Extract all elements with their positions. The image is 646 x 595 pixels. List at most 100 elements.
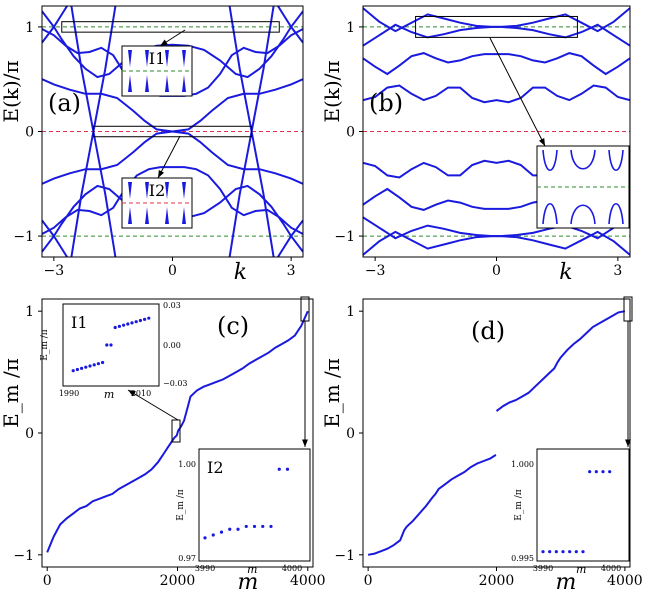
inset-point [130,321,134,325]
inset-point [594,470,598,474]
inset-x-tick-label: 3990 [533,564,553,573]
y-tick-label: 0 [25,125,34,141]
inset-point [126,322,130,326]
inset-band-spike [165,50,169,67]
inset-x-tick-label: 3990 [195,564,215,573]
inset-band-spike [128,182,132,199]
series-curve [46,310,309,553]
inset-point [122,323,126,327]
inset [536,145,630,229]
inset-point [105,343,109,347]
inset-band-curve [570,204,596,225]
inset-point [568,550,572,554]
inset-point [75,367,79,372]
x-tick-label: −3 [365,263,386,279]
x-tick-label: 3 [287,263,296,279]
inset-point [113,325,117,330]
band-curve [363,52,630,76]
highlight-box [623,296,633,322]
panel-label: (b) [369,89,403,117]
inset-point [219,530,224,534]
x-tick-label: 2000 [160,573,196,589]
panel-label: (a) [48,89,81,117]
inset-y-tick-label: 0.00 [163,341,181,350]
inset-point [561,550,565,554]
x-tick-label: 0 [43,573,52,589]
highlight-box [61,21,280,33]
inset-point [71,369,75,373]
inset-y-tick-label: 0.97 [178,554,196,563]
inset-point [285,467,290,471]
inset-label: I2 [207,458,224,477]
inset: 3990 4000 m 1.000 0.995 E_m /π [511,448,630,576]
x-tick-label: 4000 [290,573,326,589]
inset-band-spike [182,207,186,224]
inset-point [84,365,88,369]
panel-label: (d) [471,317,505,345]
inset: I1 [121,45,193,97]
inset-point [548,550,552,554]
inset-point [134,320,138,324]
inset-y-tick-label: 0.03 [163,301,181,310]
inset-point [261,524,265,529]
panel-c: 0 2000 4000 −1 0 1 m E_m /π (c) I1 1990 2010 m 0.03 0.… [0,298,326,595]
highlight-box [92,125,253,138]
inset-point [143,317,147,321]
plot-area [367,310,626,556]
inset-band-curve [608,203,624,225]
y-tick-label: 1 [346,20,355,36]
x-axis-label: k [559,260,572,285]
y-axis-label: E(k)/π [0,60,23,122]
inset-band-spike [145,207,149,224]
inset-point [96,362,100,366]
inset-x-axis-label: m [576,563,586,576]
band-curve [363,230,630,256]
y-tick-label: −1 [334,229,355,245]
inset-x-axis-label: m [104,388,114,401]
inset-y-axis-label: E_m /π [176,489,186,520]
inset-label: I1 [149,49,166,68]
y-tick-label: −1 [13,229,34,245]
inset-band-spike [145,182,149,199]
zoom-arrow [489,37,546,147]
inset-point [211,533,215,537]
y-tick-label: 1 [25,304,34,320]
y-tick-label: 0 [346,125,355,141]
inset-frame [536,448,630,562]
inset-point [203,536,207,540]
inset-point [101,360,105,365]
inset: I2 3990 4000 m 1.00 0.97 E_m /π [176,448,311,576]
x-axis-label: m [555,570,576,595]
plot-area [363,7,630,256]
inset-point [608,470,612,474]
inset-label: I1 [71,313,88,332]
series-curve [495,310,626,412]
y-tick-label: 0 [346,426,355,442]
inset-point [269,524,273,529]
x-axis-label: m [238,570,259,595]
inset-point [541,550,545,554]
y-tick-label: −1 [13,548,34,564]
inset-band-spike [128,207,132,224]
y-axis-label: E(k)/π [320,60,344,122]
band-curve [42,166,303,235]
panel-label: (c) [217,312,249,340]
inset-x-tick-label: 1990 [59,389,79,398]
plot-area [46,310,309,553]
zoom-arrow-head [158,170,165,178]
inset-band-spike [165,75,169,92]
inset-y-tick-label: 1.000 [511,460,534,469]
y-axis-label: E_m /π [320,358,344,428]
inset-band-spike [182,50,186,67]
inset-point [277,467,281,471]
inset-y-axis-label: E_m /π [514,489,524,520]
band-curve [42,10,303,79]
zoom-arrow-head [539,138,545,146]
inset-point [574,550,578,554]
x-tick-label: 0 [168,263,177,279]
inset: I1 1990 2010 m 0.03 0.00 −0.03 E_m /π [40,301,188,401]
panel-a: −3 0 3 −1 0 1 k E(k)/π (a) I1 I2 [0,5,304,285]
x-tick-label: 4000 [607,573,643,589]
inset-band-curve [542,149,558,171]
x-tick-label: 2000 [479,573,515,589]
